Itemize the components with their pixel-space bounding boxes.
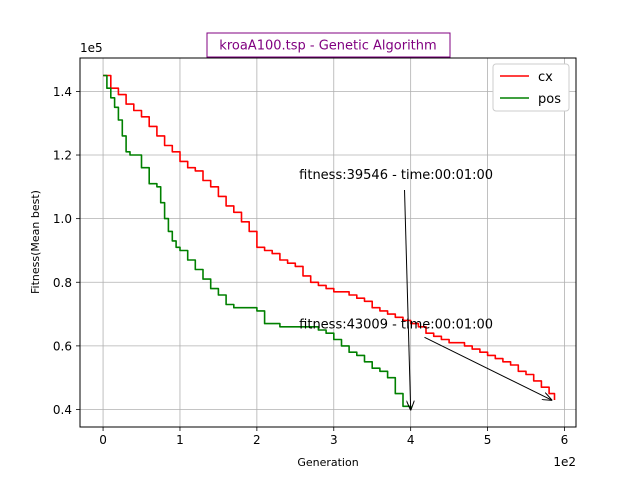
- x-tick-label: 4: [407, 433, 415, 447]
- y-tick-label: 0.6: [53, 339, 72, 353]
- annotation-arrow: [404, 189, 411, 409]
- y-tick-label: 0.8: [53, 276, 72, 290]
- legend-label-pos: pos: [538, 92, 561, 107]
- y-tick-label: 0.4: [53, 403, 72, 417]
- ticks: 0 1 2 3 4 5 6 0.4 0.6 0.8 1.0 1.2 1.4: [53, 85, 568, 447]
- legend: cx pos: [492, 63, 570, 112]
- y-tick-label: 1.2: [53, 149, 72, 163]
- x-tick-label: 0: [99, 433, 107, 447]
- x-multiplier-label: 1e2: [553, 455, 576, 469]
- annotation-text: fitness:43009 - time:00:01:00: [299, 317, 493, 332]
- annotations: fitness:39546 - time:00:01:00 fitness:430…: [299, 168, 551, 410]
- y-multiplier-label: 1e5: [80, 41, 103, 55]
- series-line-cx: [103, 74, 556, 400]
- x-tick-label: 2: [253, 433, 261, 447]
- y-tick-label: 1.0: [53, 212, 72, 226]
- x-tick-label: 1: [176, 433, 184, 447]
- plot-frame: [79, 57, 577, 428]
- legend-label-cx: cx: [538, 70, 553, 85]
- title-box: [206, 32, 451, 58]
- y-tick-label: 1.4: [53, 85, 72, 99]
- chart-title: kroaA100.tsp - Genetic Algorithm: [219, 39, 436, 54]
- y-axis-label: Fitness(Mean best): [29, 190, 42, 294]
- annotation-arrow: [424, 336, 552, 400]
- x-axis-label: Generation: [297, 456, 358, 469]
- x-tick-label: 6: [561, 433, 569, 447]
- grid: [80, 58, 576, 427]
- annotation-text: fitness:39546 - time:00:01:00: [299, 168, 493, 183]
- series-line-pos: [103, 74, 412, 410]
- series-layer: [103, 74, 556, 410]
- x-tick-label: 3: [330, 433, 338, 447]
- x-tick-label: 5: [484, 433, 492, 447]
